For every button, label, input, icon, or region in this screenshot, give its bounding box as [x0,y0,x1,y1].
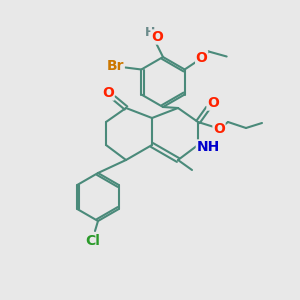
Text: NH: NH [196,140,220,154]
Text: O: O [196,52,208,65]
Text: Br: Br [106,59,124,74]
Text: O: O [151,30,163,44]
Text: O: O [102,86,114,100]
Text: H: H [145,26,155,40]
Text: O: O [207,96,219,110]
Text: Cl: Cl [85,234,100,248]
Text: O: O [213,122,225,136]
